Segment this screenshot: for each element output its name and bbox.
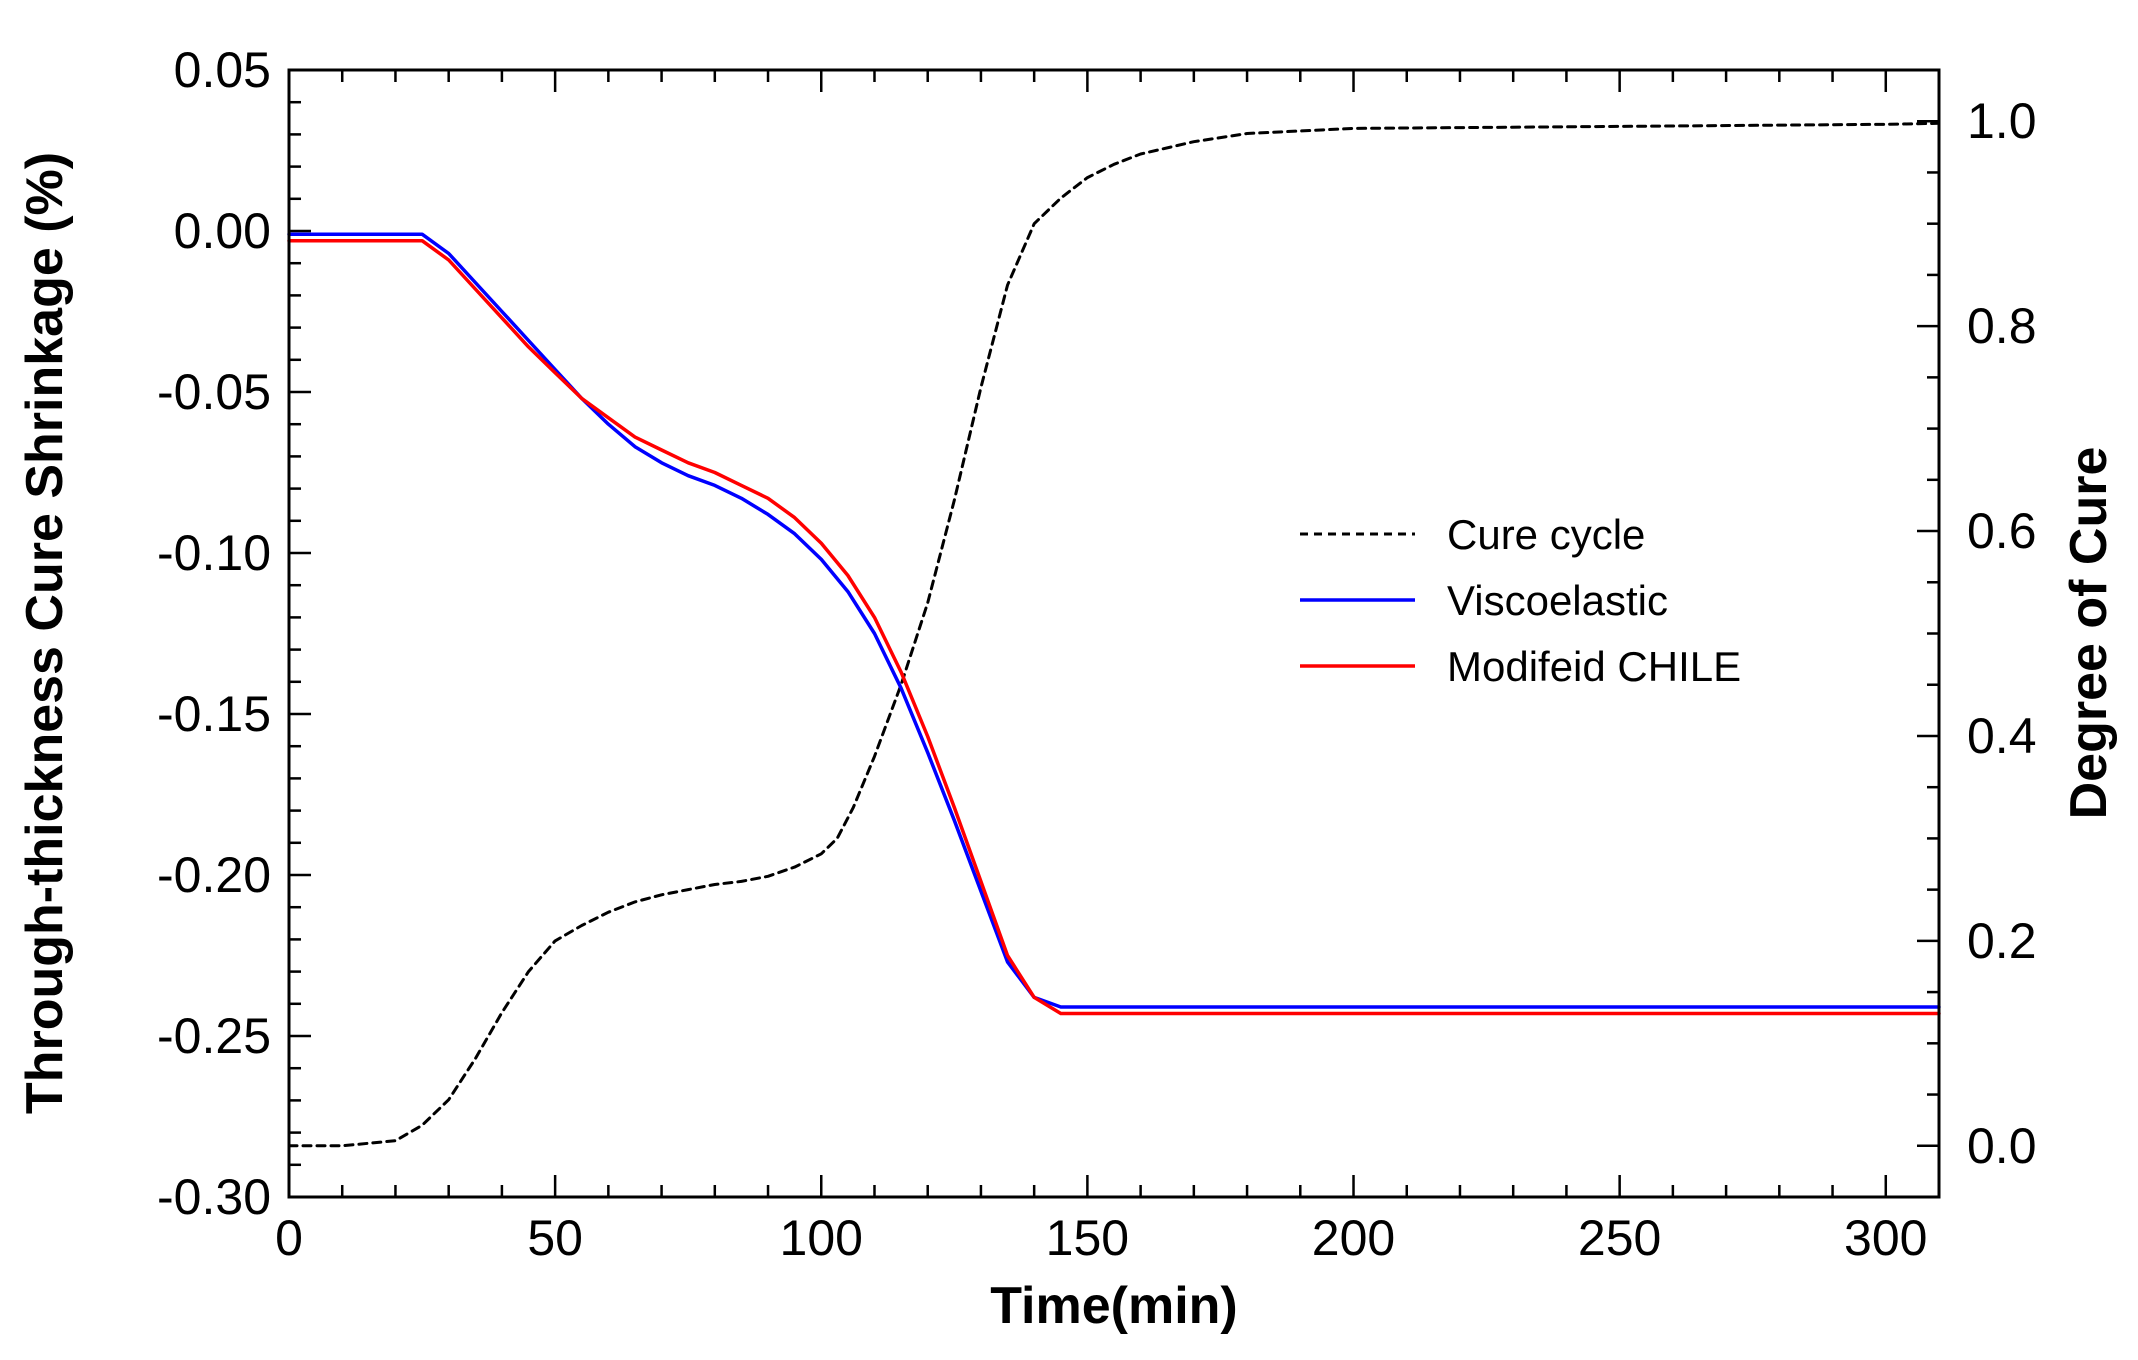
x-tick-label: 250 bbox=[1578, 1210, 1661, 1266]
y2-tick-label: 0.2 bbox=[1967, 913, 2037, 969]
x-axis-title: Time(min) bbox=[990, 1277, 1238, 1335]
y2-axis-title: Degree of Cure bbox=[2060, 447, 2118, 820]
y-tick-label: -0.10 bbox=[157, 525, 271, 581]
x-tick-label: 200 bbox=[1312, 1210, 1395, 1266]
x-tick-label: 300 bbox=[1844, 1210, 1927, 1266]
series-line-viscoelastic bbox=[287, 232, 1941, 1009]
axes-group: 0 50 100 150 200 250 300 0.05 0.00 -0.05 -0.10 -0.1… bbox=[157, 42, 2036, 1266]
y-tick-label: -0.30 bbox=[157, 1169, 271, 1225]
y2-tick-label: 0.4 bbox=[1967, 708, 2037, 764]
x-tick-label: 0 bbox=[275, 1210, 303, 1266]
x-tick-label: 150 bbox=[1046, 1210, 1129, 1266]
series-line-modifeid-chile bbox=[287, 238, 1941, 1016]
x-tick-label: 50 bbox=[527, 1210, 583, 1266]
y-tick-label: -0.15 bbox=[157, 686, 271, 742]
y-tick-label: -0.25 bbox=[157, 1008, 271, 1064]
plot-marks bbox=[287, 121, 1941, 1148]
series-line-cure-cycle bbox=[287, 121, 1941, 1148]
legend-label-viscoelastic: Viscoelastic bbox=[1447, 577, 1668, 624]
y-tick-label: 0.05 bbox=[174, 42, 271, 98]
plot-frame bbox=[287, 68, 1941, 1199]
y2-tick-label: 0.8 bbox=[1967, 298, 2037, 354]
x-tick-label: 100 bbox=[780, 1210, 863, 1266]
y-axis-title: Through-thickness Cure Shrinkage (%) bbox=[16, 152, 74, 1114]
y2-tick-label: 0.0 bbox=[1967, 1118, 2037, 1174]
y2-tick-label: 0.6 bbox=[1967, 503, 2037, 559]
y-tick-label: 0.00 bbox=[174, 203, 271, 259]
legend-label-modified-chile: Modifeid CHILE bbox=[1447, 643, 1741, 690]
y2-tick-label: 1.0 bbox=[1967, 93, 2037, 149]
legend: Cure cycle Viscoelastic Modifeid CHILE bbox=[1300, 511, 1741, 690]
y-tick-label: -0.05 bbox=[157, 364, 271, 420]
y-tick-label: -0.20 bbox=[157, 847, 271, 903]
legend-label-cure-cycle: Cure cycle bbox=[1447, 511, 1645, 558]
